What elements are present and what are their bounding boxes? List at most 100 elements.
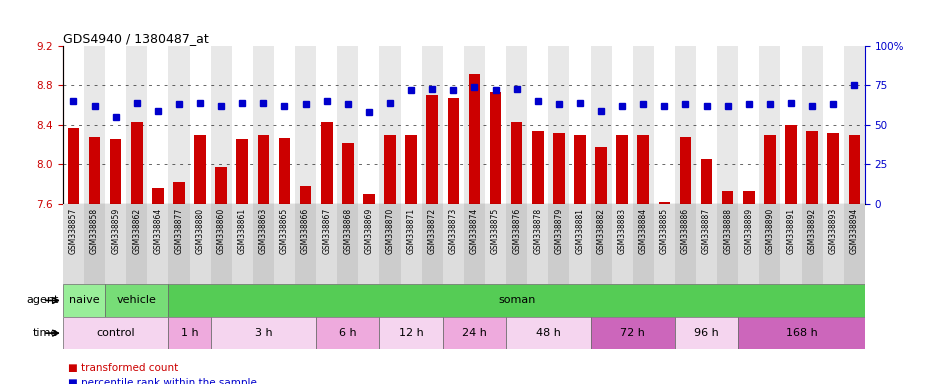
Bar — [216, 167, 227, 204]
Bar — [168, 284, 865, 317]
Bar — [152, 188, 164, 204]
Text: 168 h: 168 h — [785, 328, 818, 338]
Bar — [405, 135, 417, 204]
Text: GSM338894: GSM338894 — [850, 208, 858, 254]
Text: GSM338872: GSM338872 — [427, 208, 437, 254]
Text: 3 h: 3 h — [254, 328, 272, 338]
Bar — [105, 46, 126, 204]
Bar — [570, 204, 590, 284]
Text: GSM338861: GSM338861 — [238, 208, 247, 254]
Bar — [384, 135, 396, 204]
Bar — [237, 139, 248, 204]
Bar — [147, 204, 168, 284]
Bar — [110, 139, 121, 204]
Bar — [278, 137, 290, 204]
Text: soman: soman — [498, 295, 536, 306]
Bar — [743, 191, 755, 204]
Bar — [570, 46, 590, 204]
Bar — [448, 98, 459, 204]
Bar — [211, 204, 232, 284]
Bar — [511, 122, 523, 204]
Text: GSM338858: GSM338858 — [90, 208, 99, 254]
Bar — [590, 46, 611, 204]
Text: GSM338886: GSM338886 — [681, 208, 690, 254]
Text: 1 h: 1 h — [180, 328, 198, 338]
Bar — [506, 204, 527, 284]
Text: GSM338866: GSM338866 — [302, 208, 310, 254]
Bar — [527, 46, 549, 204]
Bar — [596, 147, 607, 204]
Bar — [469, 74, 480, 204]
Bar — [654, 204, 675, 284]
Text: GSM338882: GSM338882 — [597, 208, 606, 253]
Bar — [379, 204, 401, 284]
Bar — [89, 137, 100, 204]
Bar — [190, 204, 211, 284]
Text: GSM338863: GSM338863 — [259, 208, 268, 254]
Bar — [63, 204, 84, 284]
Bar — [253, 46, 274, 204]
Text: GSM338868: GSM338868 — [343, 208, 352, 254]
Bar — [701, 159, 712, 204]
Bar — [316, 46, 338, 204]
Bar — [295, 46, 316, 204]
Bar — [443, 46, 463, 204]
Bar — [822, 46, 844, 204]
Text: GSM338879: GSM338879 — [554, 208, 563, 254]
Text: GSM338893: GSM338893 — [829, 208, 838, 254]
Bar — [463, 204, 485, 284]
Bar — [173, 182, 185, 204]
Bar — [759, 46, 781, 204]
Text: GSM338871: GSM338871 — [407, 208, 415, 254]
Bar — [68, 128, 80, 204]
Bar — [637, 135, 649, 204]
Bar — [848, 135, 860, 204]
Bar — [722, 191, 734, 204]
Text: GSM338876: GSM338876 — [512, 208, 521, 254]
Text: vehicle: vehicle — [117, 295, 156, 306]
Text: GSM338860: GSM338860 — [216, 208, 226, 254]
Bar — [759, 204, 781, 284]
Bar — [506, 46, 527, 204]
Bar — [611, 204, 633, 284]
Bar — [675, 204, 696, 284]
Text: GSM338884: GSM338884 — [639, 208, 648, 254]
Bar — [211, 46, 232, 204]
Text: GSM338883: GSM338883 — [618, 208, 626, 254]
Bar — [338, 46, 358, 204]
Bar — [232, 204, 253, 284]
Bar — [401, 204, 422, 284]
Bar — [63, 317, 168, 349]
Bar — [274, 204, 295, 284]
Bar — [131, 122, 142, 204]
Text: GSM338865: GSM338865 — [280, 208, 289, 254]
Bar — [321, 122, 332, 204]
Bar — [781, 46, 802, 204]
Text: GSM338857: GSM338857 — [69, 208, 78, 254]
Bar — [126, 46, 147, 204]
Bar — [696, 46, 717, 204]
Bar — [316, 317, 379, 349]
Bar — [443, 204, 463, 284]
Bar — [295, 204, 316, 284]
Bar — [342, 142, 353, 204]
Bar — [549, 46, 570, 204]
Bar — [364, 194, 375, 204]
Bar — [553, 132, 564, 204]
Bar — [147, 46, 168, 204]
Bar — [738, 317, 865, 349]
Bar — [828, 132, 839, 204]
Text: ■ transformed count: ■ transformed count — [68, 363, 178, 373]
Bar — [232, 46, 253, 204]
Bar — [785, 125, 796, 204]
Bar — [717, 46, 738, 204]
Text: GSM338889: GSM338889 — [745, 208, 753, 254]
Text: GSM338881: GSM338881 — [575, 208, 585, 253]
Bar — [590, 204, 611, 284]
Text: GSM338891: GSM338891 — [786, 208, 796, 254]
Text: GSM338859: GSM338859 — [111, 208, 120, 254]
Bar — [590, 317, 675, 349]
Bar — [680, 137, 691, 204]
Bar — [485, 204, 506, 284]
Bar — [659, 202, 671, 204]
